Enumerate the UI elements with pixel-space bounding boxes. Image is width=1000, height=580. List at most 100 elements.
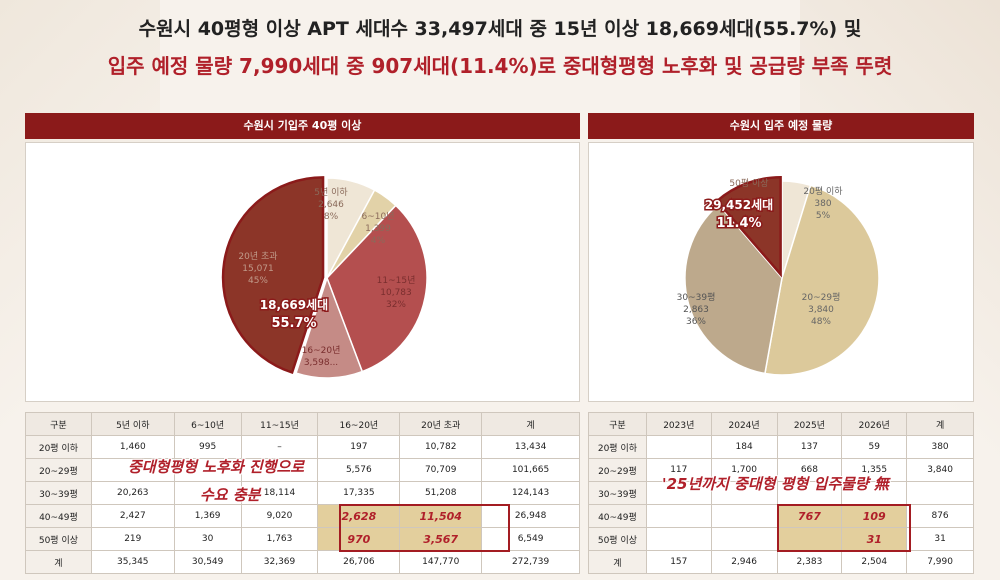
left-table-header-cell: 11~15년 xyxy=(240,412,319,436)
left-pie-slice-2 xyxy=(326,204,428,373)
right-pie-highlight-percent: 11.4% xyxy=(716,216,761,231)
right-pie-slice-label-0-1: 380 xyxy=(814,199,831,209)
left-table-cell: 70,709 xyxy=(399,458,483,482)
right-annotation: '25년까지 중대형 평형 입주물량 無 xyxy=(662,475,889,493)
left-table-header-row: 구분 5년 이하 6~10년 11~15년 16~20년 20년 초과 계 xyxy=(25,412,580,436)
right-table-cell xyxy=(645,504,712,528)
table-row: 40~49평 2,427 1,369 9,020 2,628 11,504 26,948 xyxy=(25,504,580,528)
right-table-cell: 137 xyxy=(776,435,843,459)
table-row: 계 157 2,946 2,383 2,504 7,990 xyxy=(588,550,974,574)
left-chart-box: 5년 이하 2,646 8% 6~10년 1,399 4% 11~15년 10,783 32% 1… xyxy=(25,142,580,402)
left-table-cell: 1,460 xyxy=(90,435,175,459)
right-table-cell xyxy=(710,527,778,551)
left-chart-title: 수원시 기입주 40평 이상 xyxy=(25,113,580,139)
left-table-cell xyxy=(173,481,242,505)
right-chart-title: 수원시 입주 예정 물량 xyxy=(588,113,974,139)
right-table-cell: 59 xyxy=(841,435,908,459)
right-table-row-label: 20~29평 xyxy=(588,458,647,482)
left-pie-highlight-percent: 55.7% xyxy=(271,316,316,331)
right-table-header-cell: 2024년 xyxy=(710,412,778,436)
right-pie-highlight-count: 29,452세대 xyxy=(705,197,773,212)
left-table-cell: 219 xyxy=(90,527,175,551)
right-data-table: 구분 2023년 2024년 2025년 2026년 계 20평 이하 184 137 59 380… xyxy=(588,412,974,574)
left-table-cell: 5,576 xyxy=(317,458,401,482)
left-pie-slice-label-2-1: 10,783 xyxy=(380,288,412,298)
left-table-cell: 17,335 xyxy=(317,481,401,505)
left-table-cell: 124,143 xyxy=(481,481,580,505)
right-table-cell xyxy=(906,481,974,505)
left-pie-slice-label-1-0: 6~10년 xyxy=(362,211,395,222)
right-table-row-label: 20평 이하 xyxy=(588,435,647,459)
left-table-row-label: 계 xyxy=(25,550,92,574)
right-table-cell: 876 xyxy=(906,504,974,528)
left-pie-slice-label-1-1: 1,399 xyxy=(365,224,391,234)
right-table-header-row: 구분 2023년 2024년 2025년 2026년 계 xyxy=(588,412,974,436)
left-pie-slice-label-0-1: 2,646 xyxy=(318,200,344,210)
right-pie-slice-label-1-2: 48% xyxy=(811,317,831,327)
left-annotation-line1: 중대형평형 노후화 진행으로 xyxy=(128,458,305,476)
left-pie-slice-label-4-1: 15,071 xyxy=(242,264,274,274)
table-row: 20~29평 5,576 70,709 101,665 xyxy=(25,458,580,482)
left-table-cell: 20,263 xyxy=(90,481,175,505)
left-table-cell: 11,504 xyxy=(399,504,483,528)
table-row: 30~39평 20,263 18,114 17,335 51,208 124,143 xyxy=(25,481,580,505)
left-table-header-cell: 6~10년 xyxy=(173,412,242,436)
right-pie-slice-2 xyxy=(684,203,783,375)
right-table-row-label: 30~39평 xyxy=(588,481,647,505)
left-table-cell: 18,114 xyxy=(240,481,319,505)
left-table-cell: 101,665 xyxy=(481,458,580,482)
left-pie-slice-label-1-2: 4% xyxy=(371,236,386,246)
left-table-cell: 6,549 xyxy=(481,527,580,551)
left-annotation-line2: 수요 충분 xyxy=(200,486,261,504)
right-pie-slice-label-2-1: 2,863 xyxy=(683,305,709,315)
left-table-cell: 30 xyxy=(173,527,242,551)
right-table-cell xyxy=(776,527,843,551)
right-table-cell: 109 xyxy=(841,504,908,528)
table-row: 계 35,345 30,549 32,369 26,706 147,770 272,739 xyxy=(25,550,580,574)
left-table-header-cell: 16~20년 xyxy=(317,412,401,436)
left-table-cell: 9,020 xyxy=(240,504,319,528)
left-pie-slice-label-3-0: 16~20년 xyxy=(302,345,341,356)
table-row: 50평 이상 31 31 xyxy=(588,527,974,551)
table-row: 20평 이하 184 137 59 380 xyxy=(588,435,974,459)
right-table-cell: 31 xyxy=(906,527,974,551)
table-row: 50평 이상 219 30 1,763 970 3,567 6,549 xyxy=(25,527,580,551)
right-table-row-label: 40~49평 xyxy=(588,504,647,528)
right-table-cell: 2,504 xyxy=(841,550,908,574)
right-pie-slice-label-2-2: 36% xyxy=(686,317,706,327)
right-table-cell: 2,946 xyxy=(710,550,778,574)
right-table-header-cell: 구분 xyxy=(588,412,647,436)
left-table-cell: 3,567 xyxy=(399,527,483,551)
right-table-cell xyxy=(710,504,778,528)
right-table-row-label: 50평 이상 xyxy=(588,527,647,551)
left-table-cell: 197 xyxy=(317,435,401,459)
right-table-cell: 2,383 xyxy=(776,550,843,574)
left-pie-slice-label-3-1: 3,598... xyxy=(304,358,338,368)
left-table-cell: 30,549 xyxy=(173,550,242,574)
left-pie-slice-label-4-0: 20년 초과 xyxy=(238,251,277,262)
right-table-header-cell: 2023년 xyxy=(645,412,712,436)
right-table-header-cell: 2025년 xyxy=(776,412,843,436)
right-pie-slice-label-1-1: 3,840 xyxy=(808,305,834,315)
right-table-cell: 380 xyxy=(906,435,974,459)
right-table-header-cell: 계 xyxy=(906,412,974,436)
left-table-header-cell: 5년 이하 xyxy=(90,412,175,436)
right-table-cell: 3,840 xyxy=(906,458,974,482)
right-table-cell xyxy=(645,435,712,459)
left-table-cell: 147,770 xyxy=(399,550,483,574)
right-table-header-cell: 2026년 xyxy=(841,412,908,436)
table-row: 40~49평 767 109 876 xyxy=(588,504,974,528)
left-table-cell: 26,706 xyxy=(317,550,401,574)
left-table-cell: 32,369 xyxy=(240,550,319,574)
left-pie-slice-4 xyxy=(221,176,325,375)
left-table-row-label: 30~39평 xyxy=(25,481,92,505)
left-pie-slice-3 xyxy=(295,275,364,379)
left-pie-slice-label-2-2: 32% xyxy=(386,300,406,310)
right-pie-slice-label-0-0: 20평 이하 xyxy=(803,186,843,197)
left-pie-slice-label-2-0: 11~15년 xyxy=(377,275,416,286)
right-table-cell: 184 xyxy=(710,435,778,459)
left-table-row-label: 20~29평 xyxy=(25,458,92,482)
left-table-cell: 26,948 xyxy=(481,504,580,528)
left-table-cell: 51,208 xyxy=(399,481,483,505)
right-chart-box: 20평 이하 380 5% 20~29평 3,840 48% 30~39평 2,863 36% 5… xyxy=(588,142,974,402)
